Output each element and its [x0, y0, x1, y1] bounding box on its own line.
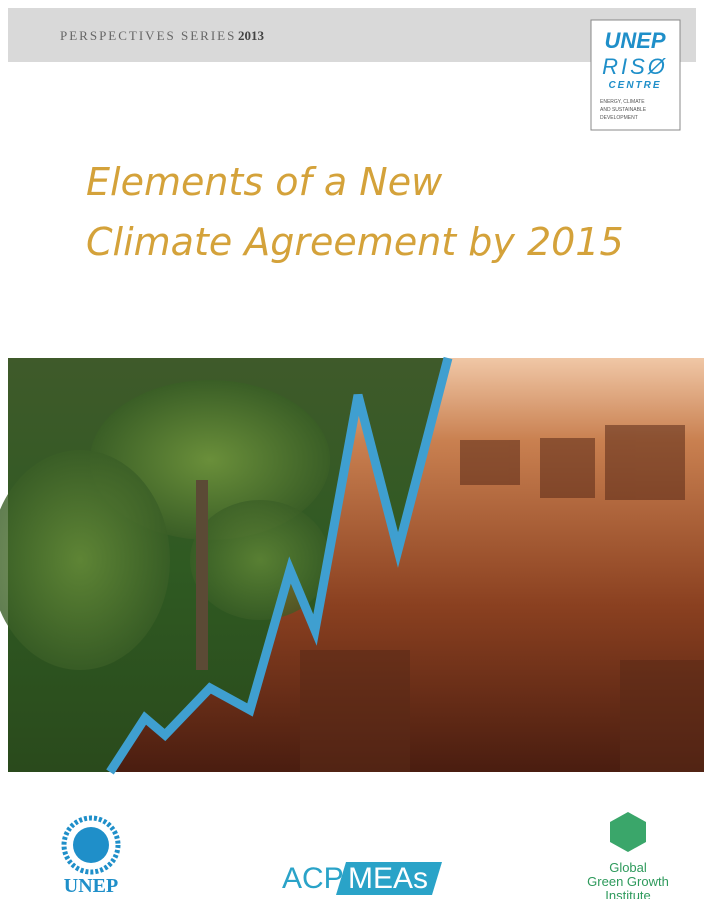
logo-riso: RISØ	[602, 54, 668, 79]
cover: PERSPECTIVES SERIES 2013 UNEP RISØ CENTR…	[0, 0, 704, 899]
acp-label: ACP	[282, 862, 344, 895]
gggi-logo: Global Green Growth Institute	[587, 812, 669, 899]
series-year: 2013	[238, 28, 265, 43]
gggi-label: Institute	[605, 888, 651, 899]
logo-unep: UNEP	[604, 28, 665, 53]
gggi-label: Global	[609, 860, 647, 875]
title-line: Climate Agreement by 2015	[86, 220, 624, 264]
meas-label: MEAs	[348, 862, 428, 895]
unep-logo: UNEP	[64, 818, 118, 897]
acp-meas-logo: ACP MEAs	[282, 862, 442, 895]
logo-tagline: AND SUSTAINABLE	[600, 107, 647, 113]
title-line: Elements of a New	[86, 160, 443, 204]
cover-photo	[0, 358, 704, 772]
logo-tagline: DEVELOPMENT	[600, 115, 638, 121]
unep-label: UNEP	[64, 875, 118, 897]
logo-centre: CENTRE	[608, 80, 661, 91]
gggi-label: Green Growth	[587, 874, 669, 889]
logo-tagline: ENERGY, CLIMATE	[600, 99, 645, 105]
series-label: PERSPECTIVES SERIES	[60, 28, 236, 43]
